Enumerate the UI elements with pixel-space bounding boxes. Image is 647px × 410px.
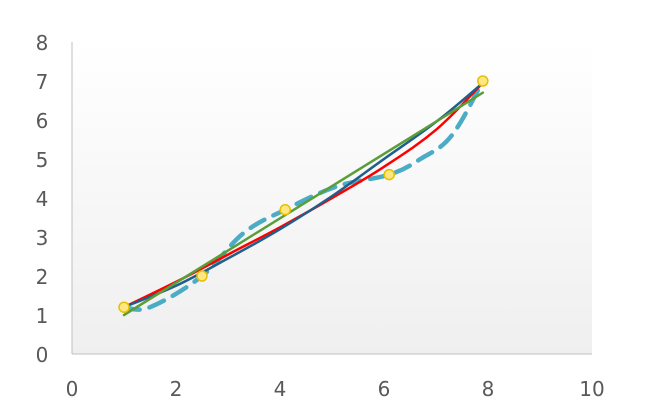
y-tick-label: 5 — [36, 148, 49, 172]
data-point — [383, 168, 395, 181]
data-point — [477, 75, 489, 87]
y-tick-labels: 0 1 2 3 4 5 6 7 8 — [36, 31, 49, 367]
x-tick-label: 2 — [170, 377, 183, 401]
data-point — [196, 270, 208, 282]
y-tick-label: 4 — [36, 187, 49, 211]
x-tick-label: 4 — [274, 377, 287, 401]
series-layer — [121, 78, 486, 317]
points-layer — [118, 75, 489, 313]
x-tick-label: 10 — [579, 377, 604, 401]
data-point — [279, 203, 291, 216]
y-tick-label: 6 — [36, 109, 49, 133]
x-tick-label: 0 — [66, 377, 79, 401]
y-tick-label: 1 — [36, 304, 49, 328]
y-tick-label: 3 — [36, 226, 49, 250]
series-line-1 — [121, 78, 486, 312]
y-tick-label: 7 — [36, 70, 49, 94]
y-tick-label: 8 — [36, 31, 49, 55]
series-line-4 — [122, 91, 485, 317]
x-tick-labels: 0 2 4 6 8 10 — [66, 377, 605, 401]
y-tick-label: 0 — [36, 343, 49, 367]
x-tick-label: 8 — [482, 377, 495, 401]
y-tick-label: 2 — [36, 265, 49, 289]
data-point — [118, 301, 130, 313]
x-tick-label: 6 — [378, 377, 391, 401]
